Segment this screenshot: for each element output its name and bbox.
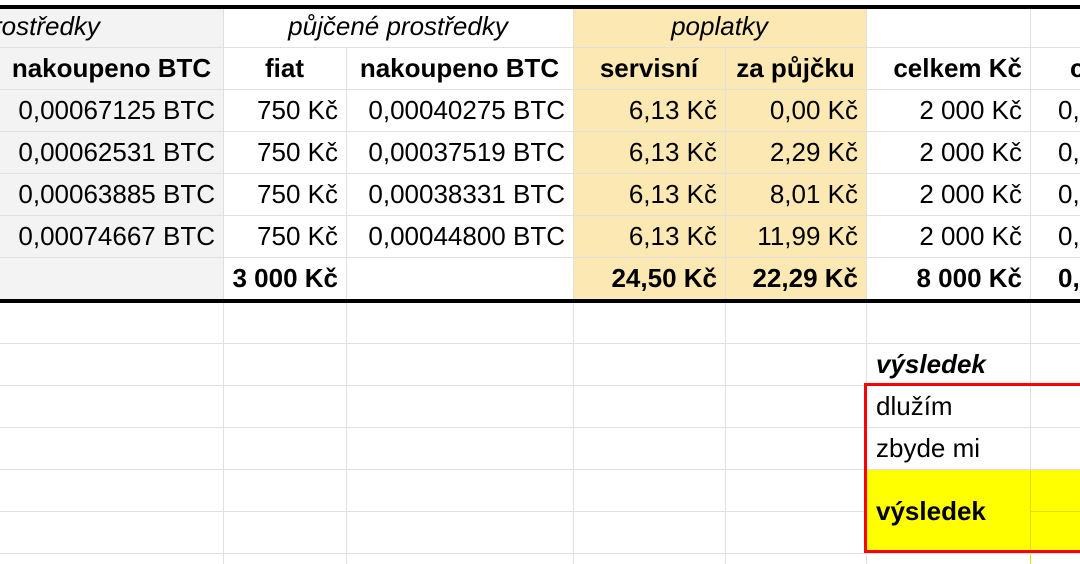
cell-borrowed-btc[interactable]: 0,00038331 BTC (368, 179, 565, 209)
cell-loan-fee[interactable]: 0,00 Kč (769, 95, 858, 125)
total-loan-fee[interactable]: 22,29 Kč (752, 263, 858, 293)
gridline (725, 47, 726, 564)
gridline (0, 427, 1080, 428)
cell-total-btc[interactable]: 0, (1058, 179, 1080, 209)
gridline (223, 5, 224, 564)
cell-fiat[interactable]: 750 Kč (257, 95, 338, 125)
gridline (1030, 511, 1080, 512)
gridline (866, 5, 867, 564)
cell-total-btc[interactable]: 0, (1058, 95, 1080, 125)
cell-total-czk[interactable]: 2 000 Kč (919, 221, 1022, 251)
fees-columns-background (573, 5, 866, 303)
cell-total-czk[interactable]: 2 000 Kč (919, 137, 1022, 167)
gridline (0, 469, 1080, 470)
cell-loan-fee[interactable]: 11,99 Kč (757, 221, 858, 251)
cell-total-btc[interactable]: 0, (1058, 137, 1080, 167)
own-funds-column-background (0, 5, 223, 303)
col-header-own-btc[interactable]: nakoupeno BTC (11, 53, 212, 83)
cell-loan-fee[interactable]: 8,01 Kč (769, 179, 858, 209)
cell-total-czk[interactable]: 2 000 Kč (919, 95, 1022, 125)
gridline (1030, 5, 1031, 469)
gridline (0, 257, 1080, 258)
col-header-service-fee[interactable]: servisní (599, 53, 699, 83)
col-header-borrowed-btc[interactable]: nakoupeno BTC (359, 53, 560, 83)
cell-borrowed-btc[interactable]: 0,00044800 BTC (368, 221, 565, 251)
gridline (0, 553, 1080, 554)
final-result-cell[interactable]: výsledek (876, 496, 986, 526)
group-header-borrowed-funds[interactable]: půjčené prostředky (288, 11, 508, 41)
cell-service-fee[interactable]: 6,13 Kč (628, 179, 717, 209)
gridline (0, 511, 866, 512)
total-service-fee[interactable]: 24,50 Kč (611, 263, 717, 293)
total-fiat[interactable]: 3 000 Kč (232, 263, 338, 293)
cell-fiat[interactable]: 750 Kč (257, 179, 338, 209)
col-header-fiat[interactable]: fiat (265, 53, 304, 83)
gridline (0, 215, 1080, 216)
totals-bottom-border (0, 299, 1080, 303)
remain-label-cell[interactable]: zbyde mi (876, 433, 981, 463)
owe-label-cell[interactable]: dlužím (876, 391, 953, 421)
gridline (0, 173, 1080, 174)
result-section-label[interactable]: výsledek (876, 349, 986, 379)
cell-total-czk[interactable]: 2 000 Kč (919, 179, 1022, 209)
cell-own-btc[interactable]: 0,00062531 BTC (18, 137, 215, 167)
gridline (0, 385, 1080, 386)
gridline (0, 131, 1080, 132)
cell-own-btc[interactable]: 0,00063885 BTC (18, 179, 215, 209)
cell-own-btc[interactable]: 0,00074667 BTC (18, 221, 215, 251)
cell-fiat[interactable]: 750 Kč (257, 137, 338, 167)
gridline (0, 89, 1080, 90)
cell-service-fee[interactable]: 6,13 Kč (628, 95, 717, 125)
cell-service-fee[interactable]: 6,13 Kč (628, 137, 717, 167)
col-header-loan-fee[interactable]: za půjčku (736, 53, 855, 83)
gridline (1030, 469, 1031, 564)
cell-own-btc[interactable]: 0,00067125 BTC (18, 95, 215, 125)
group-header-own-funds[interactable]: rostředky (0, 11, 100, 41)
cell-loan-fee[interactable]: 2,29 Kč (769, 137, 858, 167)
gridline (573, 5, 574, 564)
table-top-border (0, 5, 1080, 9)
result-highlight-border (864, 383, 1080, 553)
gridline (0, 343, 1080, 344)
cell-borrowed-btc[interactable]: 0,00037519 BTC (368, 137, 565, 167)
total-czk[interactable]: 8 000 Kč (916, 263, 1022, 293)
group-header-fees[interactable]: poplatky (671, 11, 768, 41)
cell-service-fee[interactable]: 6,13 Kč (628, 221, 717, 251)
gridline (0, 47, 1080, 48)
total-btc[interactable]: 0, (1058, 263, 1080, 293)
cell-borrowed-btc[interactable]: 0,00040275 BTC (368, 95, 565, 125)
col-header-total-btc[interactable]: c (1070, 53, 1080, 83)
col-header-total-czk[interactable]: celkem Kč (893, 53, 1022, 83)
cell-fiat[interactable]: 750 Kč (257, 221, 338, 251)
gridline (346, 47, 347, 564)
cell-total-btc[interactable]: 0, (1058, 221, 1080, 251)
